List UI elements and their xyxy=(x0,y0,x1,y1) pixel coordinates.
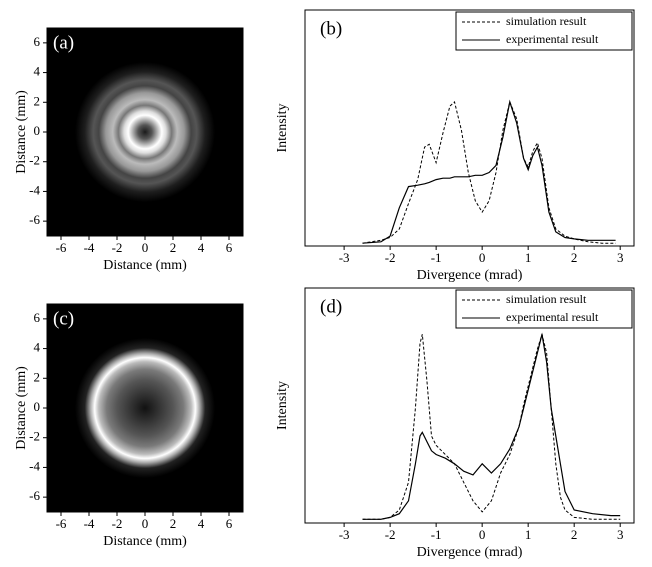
x-tick-label: -2 xyxy=(112,240,123,255)
x-tick-label: 4 xyxy=(198,516,205,531)
x-axis-label: Distance (mm) xyxy=(103,258,187,273)
panel-label: (a) xyxy=(53,32,74,53)
x-tick-label: 0 xyxy=(142,240,149,255)
y-tick-label: -2 xyxy=(29,429,40,444)
legend: simulation result experimental result xyxy=(456,12,632,50)
y-tick-label: 4 xyxy=(34,340,41,355)
y-tick-label: 6 xyxy=(34,34,41,49)
x-tick-label: 0 xyxy=(142,516,149,531)
x-tick-label: 2 xyxy=(571,250,578,265)
y-tick-label: -2 xyxy=(29,153,40,168)
y-tick-label: 2 xyxy=(34,369,41,384)
x-tick-label: 0 xyxy=(479,527,486,542)
y-axis-label: Intensity xyxy=(275,104,290,153)
x-tick-label: -3 xyxy=(339,250,350,265)
y-tick-label: -4 xyxy=(29,182,40,197)
y-tick-label: 2 xyxy=(34,93,41,108)
x-tick-label: 2 xyxy=(571,527,578,542)
x-axis-label: Distance (mm) xyxy=(103,534,187,549)
y-tick-label: -6 xyxy=(29,488,40,503)
x-tick-label: -4 xyxy=(84,240,95,255)
x-tick-label: -1 xyxy=(431,527,442,542)
y-tick-label: 0 xyxy=(34,123,41,138)
x-tick-label: 4 xyxy=(198,240,205,255)
x-tick-label: 1 xyxy=(525,527,532,542)
y-tick-label: 4 xyxy=(34,64,41,79)
x-tick-label: -2 xyxy=(112,516,123,531)
x-tick-label: 3 xyxy=(617,527,624,542)
x-tick-label: -1 xyxy=(431,250,442,265)
beam-pattern xyxy=(75,338,215,478)
panel-label: (d) xyxy=(320,296,342,317)
x-tick-label: -4 xyxy=(84,516,95,531)
legend-label: experimental result xyxy=(506,310,599,324)
y-tick-label: -4 xyxy=(29,458,40,473)
x-tick-label: 6 xyxy=(226,516,233,531)
legend-label: experimental result xyxy=(506,32,599,46)
y-axis-label: Distance (mm) xyxy=(14,90,29,174)
panel-label: (b) xyxy=(320,18,342,39)
x-tick-label: 2 xyxy=(170,516,177,531)
data-line xyxy=(363,102,616,243)
beam-pattern xyxy=(75,62,215,202)
y-axis-label: Intensity xyxy=(275,381,290,430)
legend-label: simulation result xyxy=(506,292,587,306)
panel-label: (c) xyxy=(53,308,74,329)
y-tick-label: 0 xyxy=(34,399,41,414)
x-tick-label: 1 xyxy=(525,250,532,265)
x-tick-label: 3 xyxy=(617,250,624,265)
x-tick-label: 2 xyxy=(170,240,177,255)
legend-label: simulation result xyxy=(506,14,587,28)
y-tick-label: -6 xyxy=(29,212,40,227)
legend: simulation result experimental result xyxy=(456,290,632,328)
data-line xyxy=(363,334,621,519)
x-tick-label: 6 xyxy=(226,240,233,255)
figure: -6 -4 -2 0 2 4 6 Distance (mm) (a) -6 -4 -2 0 2 4 6 Dist… xyxy=(0,0,652,567)
x-tick-label: 0 xyxy=(479,250,486,265)
x-tick-label: -6 xyxy=(56,516,67,531)
x-axis-label: Divergence (mrad) xyxy=(417,268,523,283)
x-tick-label: -6 xyxy=(56,240,67,255)
x-tick-label: -2 xyxy=(385,527,396,542)
x-tick-label: -2 xyxy=(385,250,396,265)
x-axis-label: Divergence (mrad) xyxy=(417,545,523,560)
y-tick-label: 6 xyxy=(34,310,41,325)
y-axis-label: Distance (mm) xyxy=(14,366,29,450)
x-tick-label: -3 xyxy=(339,527,350,542)
data-line xyxy=(363,334,621,519)
